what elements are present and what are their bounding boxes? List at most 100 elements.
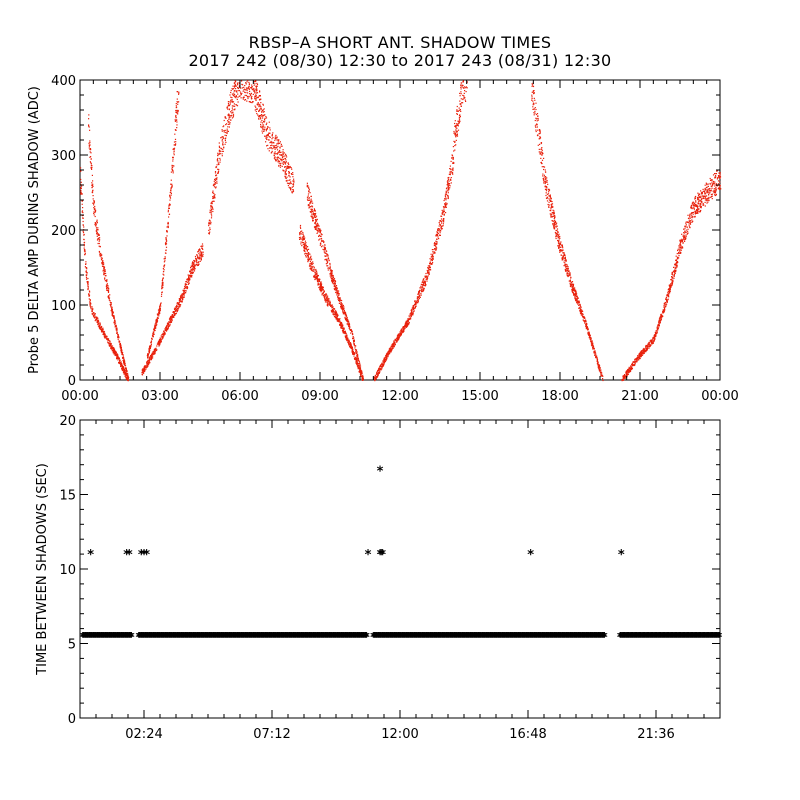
amplitude-data-point	[181, 295, 183, 297]
amplitude-data-point	[299, 236, 301, 238]
amplitude-data-point	[219, 157, 221, 160]
amplitude-data-point	[167, 226, 169, 229]
amplitude-data-point	[292, 173, 294, 175]
amplitude-data-point	[213, 192, 215, 195]
amplitude-data-point	[285, 161, 287, 163]
amplitude-data-point	[216, 179, 218, 181]
amplitude-data-point	[90, 162, 92, 164]
amplitude-data-point	[288, 173, 290, 175]
amplitude-data-point	[350, 345, 352, 347]
amplitude-data-point	[161, 291, 163, 294]
amplitude-data-point	[120, 351, 122, 354]
amplitude-data-point	[300, 238, 302, 240]
amplitude-data-point	[127, 374, 129, 376]
amplitude-data-point	[190, 272, 192, 274]
amplitude-data-point	[182, 298, 184, 300]
amplitude-data-point	[209, 211, 211, 214]
amplitude-data-point	[91, 184, 94, 187]
amplitude-data-point	[225, 117, 227, 119]
amplitude-data-point	[277, 145, 279, 147]
amplitude-data-point	[232, 116, 234, 118]
amplitude-data-point	[179, 306, 181, 308]
amplitude-data-point	[316, 270, 318, 272]
amplitude-data-point	[248, 88, 250, 90]
amplitude-data-point	[102, 327, 104, 329]
amplitude-data-point	[90, 158, 92, 160]
amplitude-data-point	[187, 281, 189, 283]
amplitude-data-point	[211, 205, 213, 207]
amplitude-data-point	[261, 119, 263, 122]
amplitude-data-point	[182, 290, 184, 292]
amplitude-data-point	[96, 233, 98, 235]
amplitude-data-point	[289, 187, 291, 189]
amplitude-data-point	[231, 110, 233, 112]
amplitude-data-point	[310, 267, 312, 269]
amplitude-data-point	[96, 320, 98, 322]
amplitude-data-point	[128, 377, 130, 379]
amplitude-data-point	[308, 259, 310, 262]
amplitude-data-point	[168, 216, 170, 218]
amplitude-data-point	[216, 159, 218, 161]
amplitude-data-point	[271, 144, 273, 146]
amplitude-data-point	[323, 241, 325, 244]
amplitude-data-point	[118, 341, 120, 343]
amplitude-data-point	[257, 102, 259, 104]
amplitude-data-point	[359, 369, 361, 371]
amplitude-data-point	[222, 143, 224, 145]
amplitude-data-point	[89, 148, 92, 150]
amplitude-data-point	[150, 343, 152, 345]
amplitude-data-point	[254, 105, 256, 107]
amplitude-data-point	[348, 320, 350, 322]
amplitude-data-point	[92, 185, 94, 187]
amplitude-data-point	[89, 142, 91, 144]
amplitude-data-point	[192, 261, 194, 263]
amplitude-data-point	[332, 309, 334, 311]
amplitude-data-point	[117, 334, 119, 336]
amplitude-data-point	[111, 350, 113, 352]
amplitude-data-point	[220, 147, 222, 149]
amplitude-data-point	[113, 352, 115, 354]
amplitude-data-point	[151, 353, 153, 356]
amplitude-data-point	[153, 328, 155, 330]
amplitude-data-point	[275, 137, 277, 139]
amplitude-data-point	[233, 103, 235, 105]
amplitude-data-point	[287, 162, 289, 164]
amplitude-data-point	[151, 357, 153, 359]
amplitude-data-point	[318, 286, 320, 289]
amplitude-data-point	[215, 174, 218, 176]
amplitude-data-point	[80, 192, 82, 194]
amplitude-data-point	[225, 137, 227, 139]
amplitude-data-point	[284, 175, 286, 178]
amplitude-data-point	[163, 274, 165, 276]
amplitude-data-point	[173, 165, 175, 167]
amplitude-data-point	[124, 370, 126, 372]
amplitude-data-point	[274, 157, 276, 159]
amplitude-data-point	[337, 319, 339, 322]
amplitude-data-point	[274, 136, 276, 138]
amplitude-data-point	[150, 356, 152, 358]
amplitude-data-point	[324, 251, 326, 253]
amplitude-data-point	[226, 130, 228, 132]
amplitude-data-point	[272, 145, 274, 147]
amplitude-data-point	[351, 351, 354, 353]
amplitude-data-point	[276, 157, 278, 159]
amplitude-data-point	[107, 339, 109, 341]
amplitude-data-point	[304, 243, 307, 245]
amplitude-data-point	[87, 281, 89, 283]
amplitude-data-point	[221, 130, 223, 132]
amplitude-data-point	[345, 336, 347, 338]
amplitude-data-point	[231, 99, 233, 101]
amplitude-data-point	[120, 365, 122, 368]
amplitude-data-point	[178, 307, 180, 309]
amplitude-data-point	[311, 263, 313, 265]
amplitude-data-point	[165, 326, 167, 328]
amplitude-data-point	[183, 288, 185, 290]
amplitude-data-point	[273, 142, 275, 144]
amplitude-data-point	[98, 325, 100, 328]
amplitude-data-point	[269, 136, 271, 138]
amplitude-data-point	[306, 253, 308, 255]
amplitude-data-point	[336, 316, 338, 318]
amplitude-data-point	[92, 180, 94, 182]
amplitude-data-point	[183, 291, 185, 293]
amplitude-data-point	[123, 363, 125, 365]
